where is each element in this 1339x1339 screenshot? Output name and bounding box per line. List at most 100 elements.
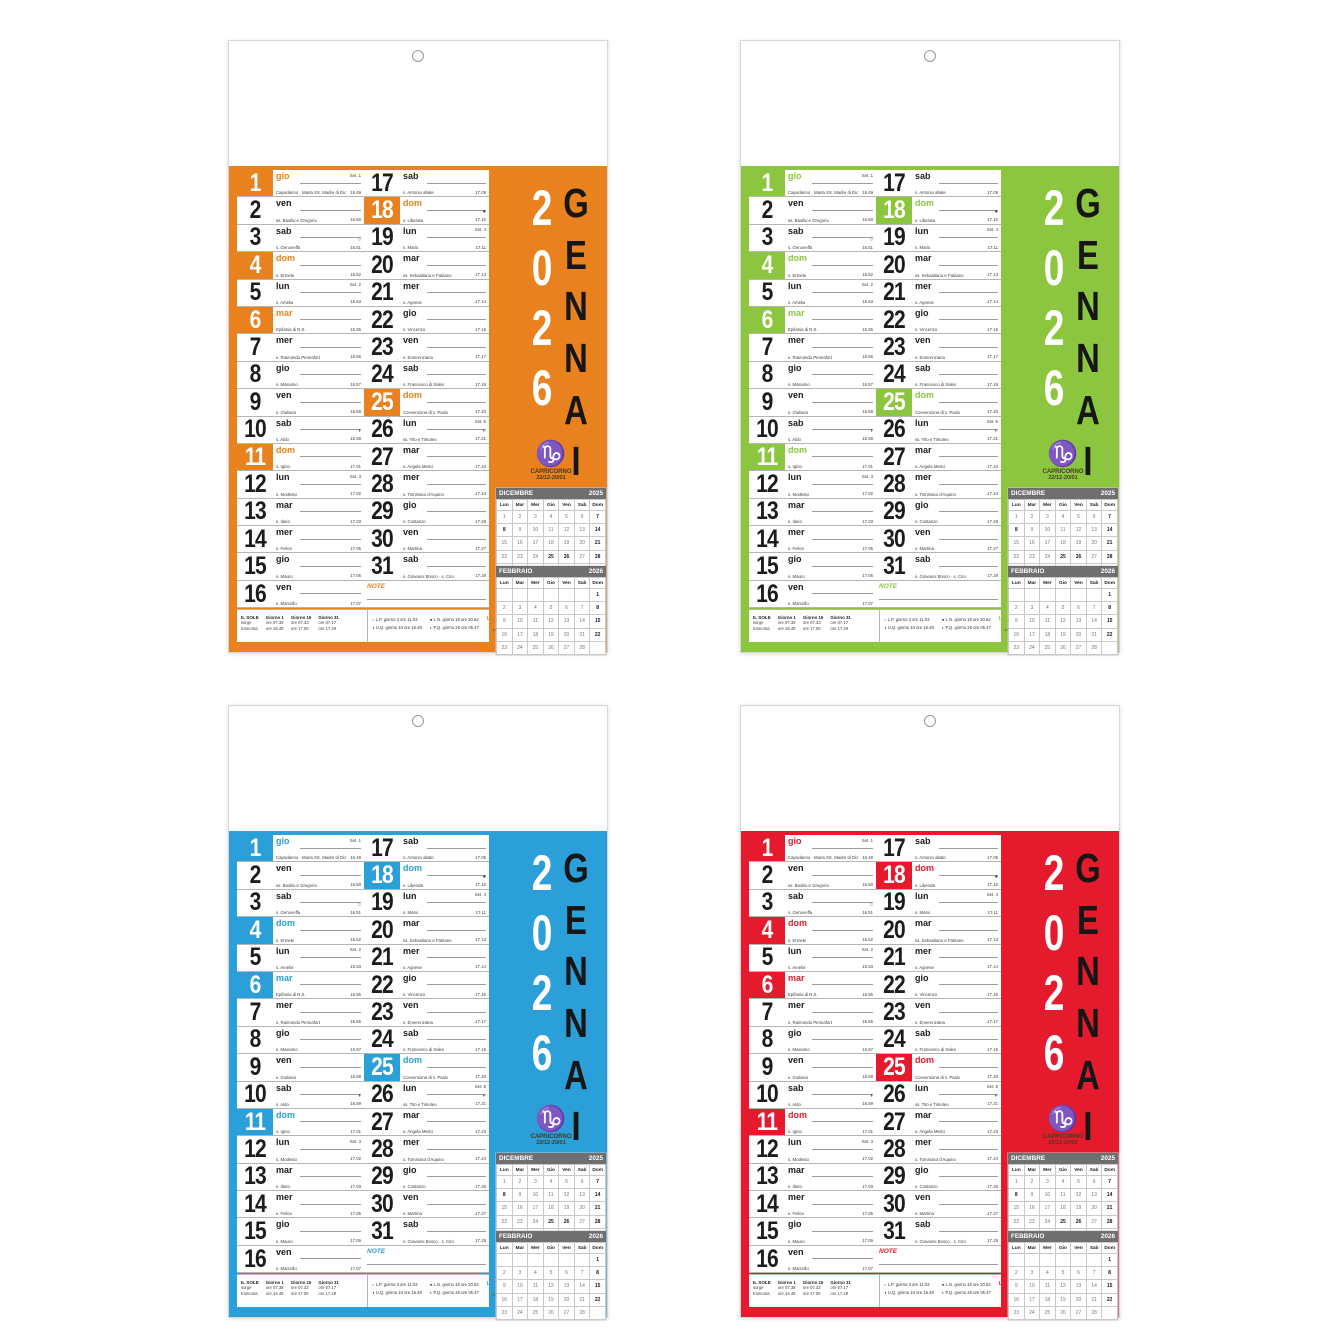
day-content: mar s. Angela Merici 17.23 bbox=[912, 1109, 1001, 1135]
day-number-cell: 22 bbox=[876, 971, 912, 999]
dow-label: Sab bbox=[1085, 1164, 1103, 1176]
day-row: 5 lun Set. 2 s. Amelia 16.53 bbox=[749, 278, 876, 307]
day-number-cell: 8 bbox=[749, 360, 785, 388]
moon-phase-entry: ● L.N. giorno 18 ore 20.52 bbox=[941, 617, 991, 622]
day-number: 20 bbox=[883, 915, 906, 944]
saint-name: s. Costanzo bbox=[403, 1184, 426, 1190]
day-row: 14 mer s. Felice 17.05 bbox=[237, 1190, 364, 1219]
sun-rise-time: ore 07.38 bbox=[777, 620, 796, 625]
mini-day: 16 bbox=[1008, 627, 1025, 642]
mini-day: 6 bbox=[1070, 601, 1087, 616]
day-content: mar ss. Sebastiano e Fabiano 17.13 bbox=[912, 917, 1001, 943]
day-number: 23 bbox=[371, 998, 394, 1027]
day-number-cell: 11 bbox=[237, 1108, 273, 1136]
saint-name: s. Francesco di Sales bbox=[403, 382, 445, 388]
day-number: 16 bbox=[756, 579, 779, 608]
day-content: dom s. Ermete 16.52 bbox=[273, 252, 364, 278]
writing-line bbox=[939, 237, 998, 239]
day-content: gio s. Costanzo 17.26 bbox=[400, 1164, 489, 1190]
day-number-cell: 9 bbox=[237, 388, 273, 416]
mini-day bbox=[1070, 1252, 1087, 1268]
day-content: ven s. Martina 17.27 bbox=[912, 526, 1001, 552]
saint-name: s. Modesto bbox=[276, 1156, 298, 1162]
sun-day-label: Giorno 31 bbox=[830, 615, 851, 620]
mini-day: 13 bbox=[558, 614, 575, 629]
day-number: 19 bbox=[883, 223, 906, 252]
day-row: 31 sab s. Giovanni Bosco · s. Ciro 17.29 bbox=[364, 1217, 489, 1246]
day-number: 24 bbox=[883, 360, 906, 389]
mini-day: 3 bbox=[1039, 1174, 1056, 1190]
day-number-cell: 14 bbox=[749, 1190, 785, 1218]
mini-day: 20 bbox=[1085, 536, 1103, 551]
writing-line bbox=[812, 957, 873, 959]
day-number: 5 bbox=[761, 943, 774, 972]
day-row: 4 dom s. Ermete 16.52 bbox=[237, 916, 364, 945]
sunset-time: 16.53 bbox=[862, 299, 873, 305]
mini-day: 27 bbox=[1070, 640, 1087, 655]
mini-day: 3 bbox=[511, 601, 529, 616]
day-name: ven bbox=[276, 1055, 292, 1066]
day-number: 24 bbox=[883, 1025, 906, 1054]
day-number: 21 bbox=[371, 278, 394, 307]
day-number-cell: 31 bbox=[364, 552, 400, 580]
mini-day: 23 bbox=[1008, 1305, 1025, 1320]
sun-day-label: Giorno 15 bbox=[802, 615, 824, 620]
writing-line bbox=[300, 1094, 361, 1096]
writing-line bbox=[427, 984, 486, 986]
mini-day: 17 bbox=[1023, 1292, 1041, 1307]
sun-set-time: ore 17.29 bbox=[830, 625, 849, 631]
day-name: mar bbox=[276, 499, 293, 510]
day-number: 11 bbox=[756, 1107, 778, 1136]
day-number: 28 bbox=[883, 1135, 906, 1163]
saint-name: s. Tommaso d'Aquino bbox=[915, 1156, 956, 1162]
day-number-cell: 8 bbox=[749, 1025, 785, 1053]
moon-phase-entry: ○ L.P. giorno 3 ore 11.03 bbox=[372, 617, 418, 622]
mini-calendar-title: DICEMBRE bbox=[1011, 490, 1046, 497]
day-number: 3 bbox=[761, 888, 774, 917]
saint-name: ss. Tito e Timoteo bbox=[915, 1101, 949, 1107]
mini-calendar-week-row: 8 9 10 11 12 13 14 bbox=[1008, 1188, 1118, 1203]
day-content: ven s. Martina 17.27 bbox=[912, 1191, 1001, 1217]
mini-day: 1 bbox=[496, 509, 513, 525]
day-row: 30 ven s. Martina 17.27 bbox=[364, 525, 489, 554]
mini-day: 28 bbox=[573, 640, 591, 655]
saint-name: Epifania di N.S. bbox=[788, 992, 818, 998]
day-name: sab bbox=[788, 890, 804, 901]
day-content: sab s. Giovanni Bosco · s. Ciro 17.29 bbox=[912, 553, 1001, 579]
day-number: 3 bbox=[249, 223, 262, 252]
day-number: 5 bbox=[761, 278, 774, 307]
mini-day: 1 bbox=[1101, 587, 1118, 603]
saint-name: s. Tommaso d'Aquino bbox=[403, 1156, 444, 1162]
day-content: sab s. Aldo ◑ 16.59 bbox=[273, 417, 364, 443]
zodiac-name: CAPRICORNO bbox=[1042, 469, 1084, 475]
mini-calendar-header: DICEMBRE 2025 bbox=[1008, 1153, 1118, 1164]
day-number-cell: 30 bbox=[364, 1190, 400, 1218]
mini-day: 18 bbox=[1054, 536, 1072, 551]
sun-info: IL SOLE sorge tramonta Giorno 1 ore 07.38 ore… bbox=[237, 1275, 366, 1307]
mini-day bbox=[1085, 587, 1103, 603]
saint-name: s. Costanzo bbox=[915, 1184, 938, 1190]
mini-day: 11 bbox=[1039, 1279, 1056, 1294]
day-content: sab s. Aldo ◑ 16.59 bbox=[273, 1082, 364, 1108]
dow-label: Ven bbox=[558, 577, 575, 589]
day-content: ven s. Marcello 17.07 bbox=[273, 581, 364, 607]
dow-label: Lun bbox=[496, 577, 513, 589]
day-number-cell: 1 bbox=[749, 169, 785, 197]
mini-calendar-table: Lun Mar Mer Gio Ven Sab Dom 1 2 3 4 5 6 7 8 9 10 11 12 13 14… bbox=[496, 577, 606, 655]
sun-set-time: ore 17.06 bbox=[802, 1290, 821, 1296]
zodiac-name: CAPRICORNO bbox=[530, 1134, 572, 1140]
day-content: dom s. Ermete 16.52 bbox=[785, 252, 876, 278]
day-number-cell: 2 bbox=[237, 861, 273, 889]
sun-info: IL SOLE sorge tramonta Giorno 1 ore 07.38 ore… bbox=[237, 610, 366, 642]
day-content: lun Set. 3 s. Modesto 17.02 bbox=[785, 471, 876, 497]
saint-name: Capodanno · Maria SS. Madre di Dio bbox=[788, 855, 858, 861]
day-name: sab bbox=[276, 1082, 292, 1093]
writing-line bbox=[939, 1039, 998, 1041]
saint-name: s. Modesto bbox=[276, 491, 298, 497]
mini-day: 15 bbox=[589, 614, 606, 629]
sunset-time: 17.21 bbox=[475, 436, 486, 442]
writing-line bbox=[300, 346, 361, 348]
day-number-cell: 14 bbox=[749, 525, 785, 553]
mini-day: 23 bbox=[511, 1214, 529, 1229]
